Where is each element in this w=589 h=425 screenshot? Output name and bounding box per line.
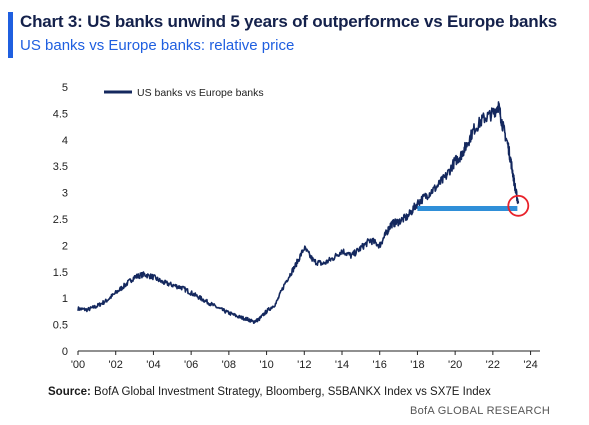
y-tick-label: 0 (62, 346, 68, 358)
chart-subtitle: US banks vs Europe banks: relative price (20, 37, 295, 54)
x-tick-label: '10 (259, 359, 273, 371)
y-tick-label: 2 (62, 240, 68, 252)
x-tick-label: '20 (448, 359, 462, 371)
source-note: Source: BofA Global Investment Strategy,… (48, 386, 491, 398)
highlight-circle (507, 194, 530, 217)
x-tick-label: '12 (297, 359, 311, 371)
x-tick-label: '04 (146, 359, 160, 371)
source-label: Source: (48, 386, 91, 398)
y-tick-label: 4.5 (53, 108, 68, 120)
x-tick-label: '22 (486, 359, 500, 371)
x-tick-label: '00 (71, 359, 85, 371)
y-tick-label: 2.5 (53, 214, 68, 226)
y-tick-label: 0.5 (53, 320, 68, 332)
series-line-us-vs-europe-banks (77, 101, 520, 324)
x-tick-label: '16 (373, 359, 387, 371)
title-accent-bar (8, 12, 13, 58)
brand-label: BofA GLOBAL RESEARCH (410, 405, 551, 417)
y-tick-label: 3 (62, 188, 68, 200)
legend-label: US banks vs Europe banks (137, 87, 264, 99)
x-tick-label: '02 (109, 359, 123, 371)
y-tick-label: 1.5 (53, 267, 68, 279)
y-tick-label: 5 (62, 82, 68, 94)
x-tick-label: '24 (523, 359, 537, 371)
x-tick-label: '14 (335, 359, 349, 371)
x-tick-label: '06 (184, 359, 198, 371)
y-tick-label: 1 (62, 293, 68, 305)
x-tick-label: '18 (410, 359, 424, 371)
y-tick-label: 3.5 (53, 161, 68, 173)
chart-title: Chart 3: US banks unwind 5 years of outp… (20, 12, 558, 31)
y-tick-label: 4 (62, 135, 68, 147)
source-text: BofA Global Investment Strategy, Bloombe… (94, 386, 491, 398)
x-tick-label: '08 (222, 359, 236, 371)
line-chart: 0 0.5 1 1.5 2 2.5 3 3.5 4 4.5 5 '00 '02 '04 '06 '08 '10 '… (53, 82, 540, 371)
